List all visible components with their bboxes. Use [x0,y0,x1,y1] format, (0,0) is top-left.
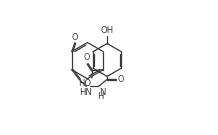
Text: HN: HN [80,88,92,97]
Text: N: N [99,88,105,97]
Text: H: H [97,92,104,101]
Text: O: O [72,33,78,42]
Text: OH: OH [100,26,114,35]
Text: O: O [118,75,124,84]
Text: O: O [84,53,90,62]
Text: HO: HO [78,79,91,88]
